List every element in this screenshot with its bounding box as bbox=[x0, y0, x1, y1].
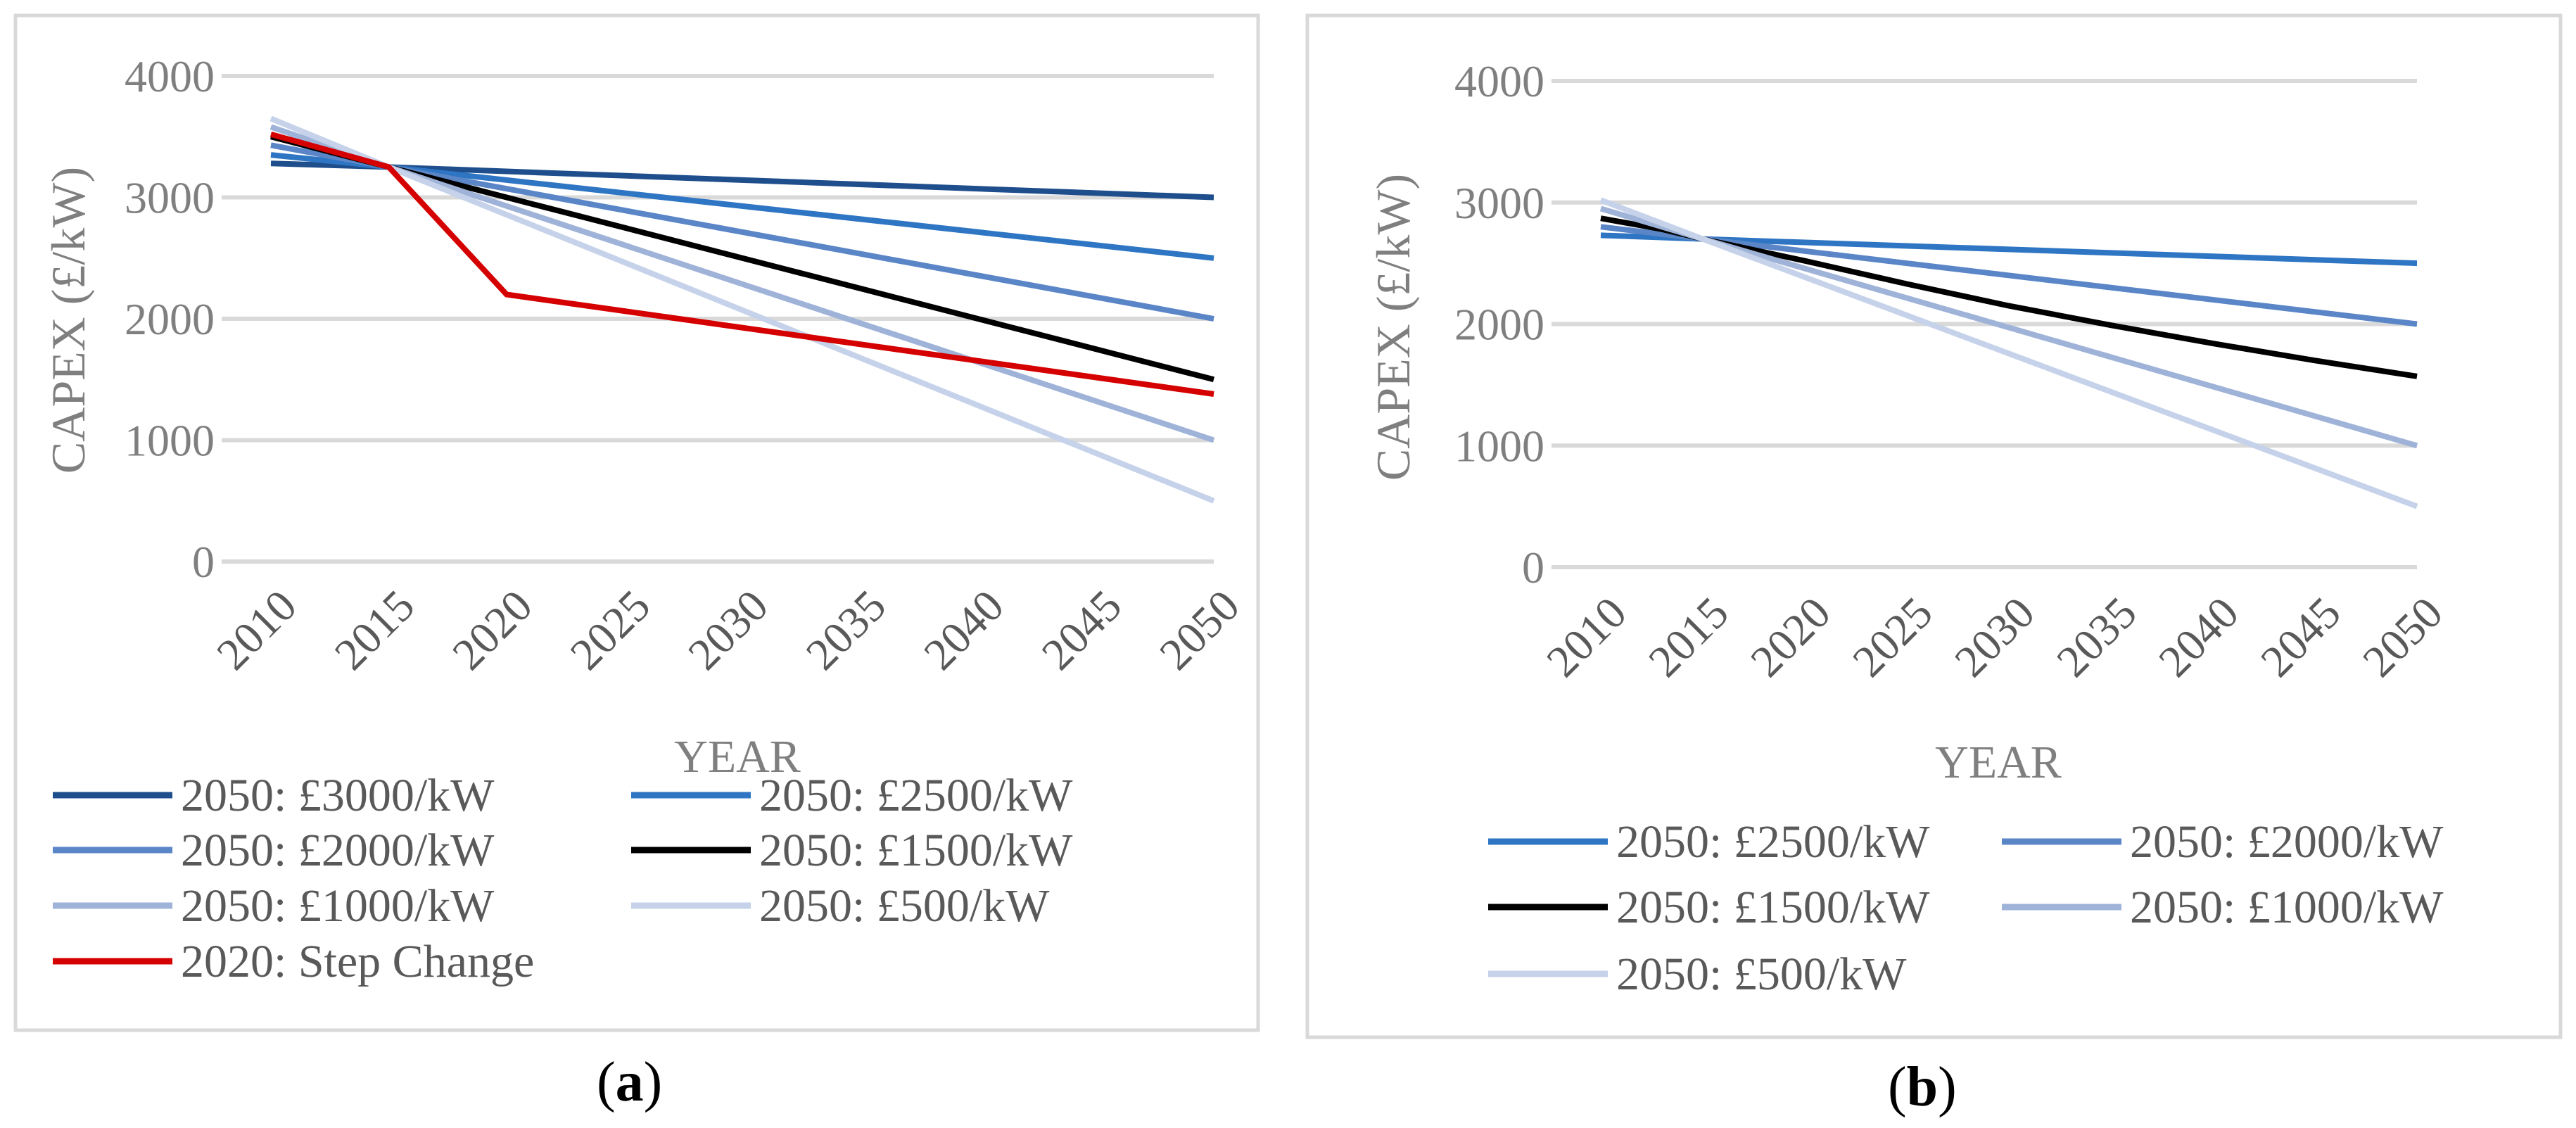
chart-b-legend: 2050: £2500/kW 2050: £2000/kW 2050: £1500/… bbox=[1488, 816, 2444, 1000]
chart-b-legend-label-5: 2050: £500/kW bbox=[1616, 949, 1907, 1000]
panel-label-b-open: ( bbox=[1888, 1056, 1907, 1118]
chart-b-y-tick-label: 1000 bbox=[1454, 421, 1544, 471]
chart-b-legend-label-3: 2050: £1500/kW bbox=[1616, 882, 1930, 933]
chart-b-y-tick-label: 2000 bbox=[1454, 300, 1544, 350]
panel-label-b-close: ) bbox=[1938, 1056, 1957, 1118]
chart-a-series bbox=[269, 115, 1215, 504]
chart-b-y-axis-label: CAPEX (£/kW) bbox=[1366, 174, 1420, 481]
chart-a-legend-label-6: 2050: £500/kW bbox=[759, 880, 1050, 932]
chart-b-y-tick-label: 3000 bbox=[1454, 178, 1544, 228]
chart-b-gridlines bbox=[1552, 79, 2417, 569]
panel-label-a-letter: a bbox=[615, 1051, 644, 1113]
chart-b-series bbox=[1599, 197, 2418, 509]
chart-a-legend-label-1: 2050: £3000/kW bbox=[181, 770, 495, 821]
panel-label-b-letter: b bbox=[1906, 1056, 1939, 1118]
chart-a-legend: 2050: £3000/kW 2050: £2500/kW 2050: £2000/… bbox=[53, 770, 1073, 987]
panel-label-a-close: ) bbox=[643, 1051, 663, 1113]
chart-a-legend-label-7: 2020: Step Change bbox=[181, 936, 534, 987]
chart-a-y-tick-label: 1000 bbox=[125, 416, 215, 466]
chart-b-x-axis-label: YEAR bbox=[1935, 737, 2062, 788]
chart-a-legend-label-2: 2050: £2500/kW bbox=[759, 770, 1073, 821]
chart-b-legend-label-2: 2050: £2000/kW bbox=[2130, 816, 2444, 868]
chart-b-y-tick-label: 0 bbox=[1522, 543, 1544, 592]
chart-b-series-line-5 bbox=[1599, 197, 2418, 509]
chart-b-legend-label-1: 2050: £2500/kW bbox=[1616, 816, 1930, 868]
chart-a-gridlines bbox=[222, 74, 1214, 564]
chart-a-y-tick-label: 3000 bbox=[125, 173, 215, 223]
chart-b-frame bbox=[1305, 13, 2563, 1039]
chart-a-legend-label-3: 2050: £2000/kW bbox=[181, 825, 495, 876]
chart-b-y-ticks: 0 1000 2000 3000 4000 bbox=[1454, 56, 1544, 592]
chart-a-y-tick-label: 2000 bbox=[125, 294, 215, 344]
chart-a-series-line-7 bbox=[269, 131, 1214, 397]
panel-label-a: (a) bbox=[597, 1051, 662, 1115]
chart-a-y-tick-label: 4000 bbox=[125, 51, 215, 101]
chart-a-y-axis-label: CAPEX (£/kW) bbox=[42, 167, 95, 474]
chart-b-y-tick-label: 4000 bbox=[1454, 56, 1544, 106]
chart-b-legend-label-4: 2050: £1000/kW bbox=[2130, 882, 2444, 933]
chart-a-legend-label-4: 2050: £1500/kW bbox=[759, 825, 1073, 876]
chart-a-legend-label-5: 2050: £1000/kW bbox=[181, 880, 495, 932]
chart-a-x-axis-label: YEAR bbox=[674, 731, 801, 782]
panel-label-b: (b) bbox=[1888, 1056, 1957, 1120]
chart-a-y-ticks: 0 1000 2000 3000 4000 bbox=[125, 51, 215, 587]
panel-label-a-open: ( bbox=[597, 1051, 616, 1113]
chart-a-frame bbox=[13, 13, 1260, 1032]
chart-a-y-tick-label: 0 bbox=[192, 537, 215, 587]
